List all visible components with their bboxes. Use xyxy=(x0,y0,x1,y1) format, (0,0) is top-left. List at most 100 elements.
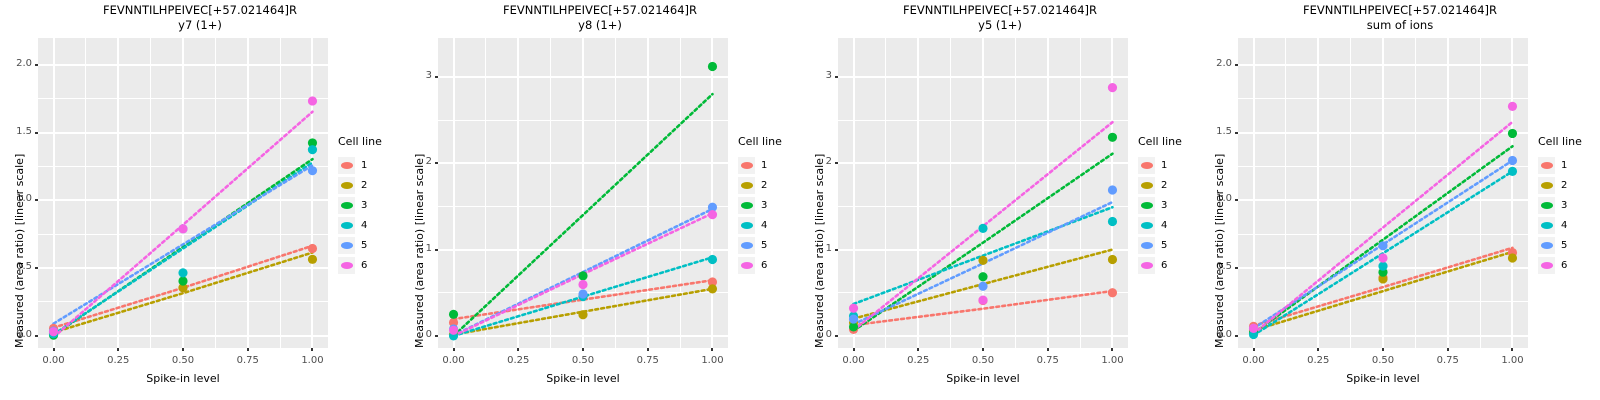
gridline-x-major xyxy=(452,38,455,348)
gridline-y-minor xyxy=(838,119,1128,121)
legend-item-3[interactable]: 3 xyxy=(1138,195,1182,215)
legend-item-4[interactable]: 4 xyxy=(1138,215,1182,235)
gridline-x-major xyxy=(982,38,984,348)
legend-item-2[interactable]: 2 xyxy=(738,175,782,195)
legend-item-2[interactable]: 2 xyxy=(1538,175,1582,195)
data-layer xyxy=(448,61,718,341)
y-tick-mark xyxy=(1235,64,1238,67)
gridline-y-minor xyxy=(38,98,328,100)
legend-item-4[interactable]: 4 xyxy=(738,215,782,235)
legend-item-3[interactable]: 3 xyxy=(338,195,382,215)
data-point-series-4 xyxy=(707,254,718,265)
y-tick-label: 1 xyxy=(425,242,432,254)
legend-key-swatch xyxy=(738,156,755,174)
y-tick-label: 3 xyxy=(425,69,432,81)
legend-item-3[interactable]: 3 xyxy=(1538,195,1582,215)
legend-dot-icon xyxy=(1540,201,1553,209)
gridline-y-major xyxy=(1238,334,1528,337)
legend-dot-icon xyxy=(1140,181,1153,189)
data-point-series-5 xyxy=(1507,155,1518,166)
legend: Cell line 1 2 3 4 5 6 xyxy=(738,135,782,275)
facet-panel-2: FEVNNTILHPEIVEC[+57.021464]R y8 (1+) 0 1 2 3 0… xyxy=(400,0,800,400)
legend-item-1[interactable]: 1 xyxy=(1138,155,1182,175)
legend-item-1[interactable]: 1 xyxy=(738,155,782,175)
data-point-series-5 xyxy=(307,166,318,176)
legend-item-label: 3 xyxy=(1161,199,1168,211)
data-point-series-6 xyxy=(178,224,188,234)
data-point-series-2 xyxy=(978,255,988,265)
panel-title: FEVNNTILHPEIVEC[+57.021464]R y8 (1+) xyxy=(400,3,800,33)
gridline-x-minor xyxy=(1285,38,1287,348)
data-point-series-4 xyxy=(1507,166,1518,176)
y-tick-mark xyxy=(835,75,838,78)
legend-item-label: 2 xyxy=(761,179,768,191)
y-tick-mark xyxy=(435,334,438,337)
legend-item-5[interactable]: 5 xyxy=(1138,235,1182,255)
x-tick-mark xyxy=(182,348,184,351)
gridline-y-minor xyxy=(838,292,1128,294)
data-point-series-2 xyxy=(1507,253,1518,263)
legend-item-5[interactable]: 5 xyxy=(738,235,782,255)
legend-item-1[interactable]: 1 xyxy=(1538,155,1582,175)
gridline-y-minor xyxy=(1238,98,1528,100)
gridline-x-major xyxy=(711,38,714,348)
data-point-series-6 xyxy=(848,303,859,313)
gridline-x-major xyxy=(1511,38,1514,348)
legend-item-label: 1 xyxy=(1561,159,1568,171)
legend-item-5[interactable]: 5 xyxy=(1538,235,1582,255)
legend-dot-icon xyxy=(1540,261,1553,269)
data-point-series-3 xyxy=(578,271,588,281)
y-axis-title: Measured (area ratio) [linear scale] xyxy=(813,153,826,348)
data-point-series-5 xyxy=(978,281,988,291)
legend-item-4[interactable]: 4 xyxy=(338,215,382,235)
legend-item-6[interactable]: 6 xyxy=(1538,255,1582,275)
gridline-x-major xyxy=(311,38,314,348)
x-tick-label: 1.00 xyxy=(1101,355,1124,366)
gridline-x-minor xyxy=(679,38,681,348)
x-tick-mark xyxy=(1317,348,1320,351)
legend-item-1[interactable]: 1 xyxy=(338,155,382,175)
y-tick-mark xyxy=(35,64,38,67)
gridline-x-major xyxy=(646,38,649,348)
legend-key-swatch xyxy=(1138,176,1155,194)
plot-panel xyxy=(1238,38,1528,348)
legend-dot-icon xyxy=(340,201,353,209)
y-tick-label: 0.0 xyxy=(1216,328,1232,340)
legend-item-4[interactable]: 4 xyxy=(1538,215,1582,235)
legend-item-2[interactable]: 2 xyxy=(338,175,382,195)
legend-key-swatch xyxy=(1538,176,1555,194)
y-tick-label: 1.5 xyxy=(16,125,32,137)
x-tick-label: 0.50 xyxy=(1371,355,1395,366)
legend-item-label: 6 xyxy=(361,259,368,271)
x-tick-mark xyxy=(917,348,920,351)
legend: Cell line 1 2 3 4 5 6 xyxy=(1538,135,1582,275)
panel-title-peptide: FEVNNTILHPEIVEC[+57.021464]R xyxy=(503,3,697,17)
x-tick-label: 0.00 xyxy=(1242,355,1265,366)
legend-item-2[interactable]: 2 xyxy=(1138,175,1182,195)
legend-dot-icon xyxy=(740,161,753,169)
legend-item-label: 2 xyxy=(361,179,368,191)
legend-key-swatch xyxy=(1138,216,1155,234)
legend-item-label: 4 xyxy=(761,219,768,231)
legend-item-6[interactable]: 6 xyxy=(338,255,382,275)
gridline-x-major xyxy=(1317,38,1320,348)
legend-item-6[interactable]: 6 xyxy=(1138,255,1182,275)
legend-item-label: 1 xyxy=(361,159,368,171)
gridline-y-major xyxy=(438,162,728,165)
y-tick-mark xyxy=(835,334,838,337)
data-point-series-4 xyxy=(978,223,988,234)
fit-line-series-3 xyxy=(852,152,1114,333)
legend-item-6[interactable]: 6 xyxy=(738,255,782,275)
panel-title-peptide: FEVNNTILHPEIVEC[+57.021464]R xyxy=(103,3,297,17)
legend-dot-icon xyxy=(1140,241,1153,249)
data-point-series-5 xyxy=(578,289,588,299)
data-point-series-6 xyxy=(1107,83,1118,93)
legend-item-3[interactable]: 3 xyxy=(738,195,782,215)
legend-item-5[interactable]: 5 xyxy=(338,235,382,255)
panel-title-fragment: sum of ions xyxy=(1366,18,1434,32)
y-tick-mark xyxy=(1235,199,1238,202)
fit-line-series-6 xyxy=(1252,120,1514,336)
gridline-y-major xyxy=(38,334,328,337)
y-tick-label: 2 xyxy=(825,156,832,168)
